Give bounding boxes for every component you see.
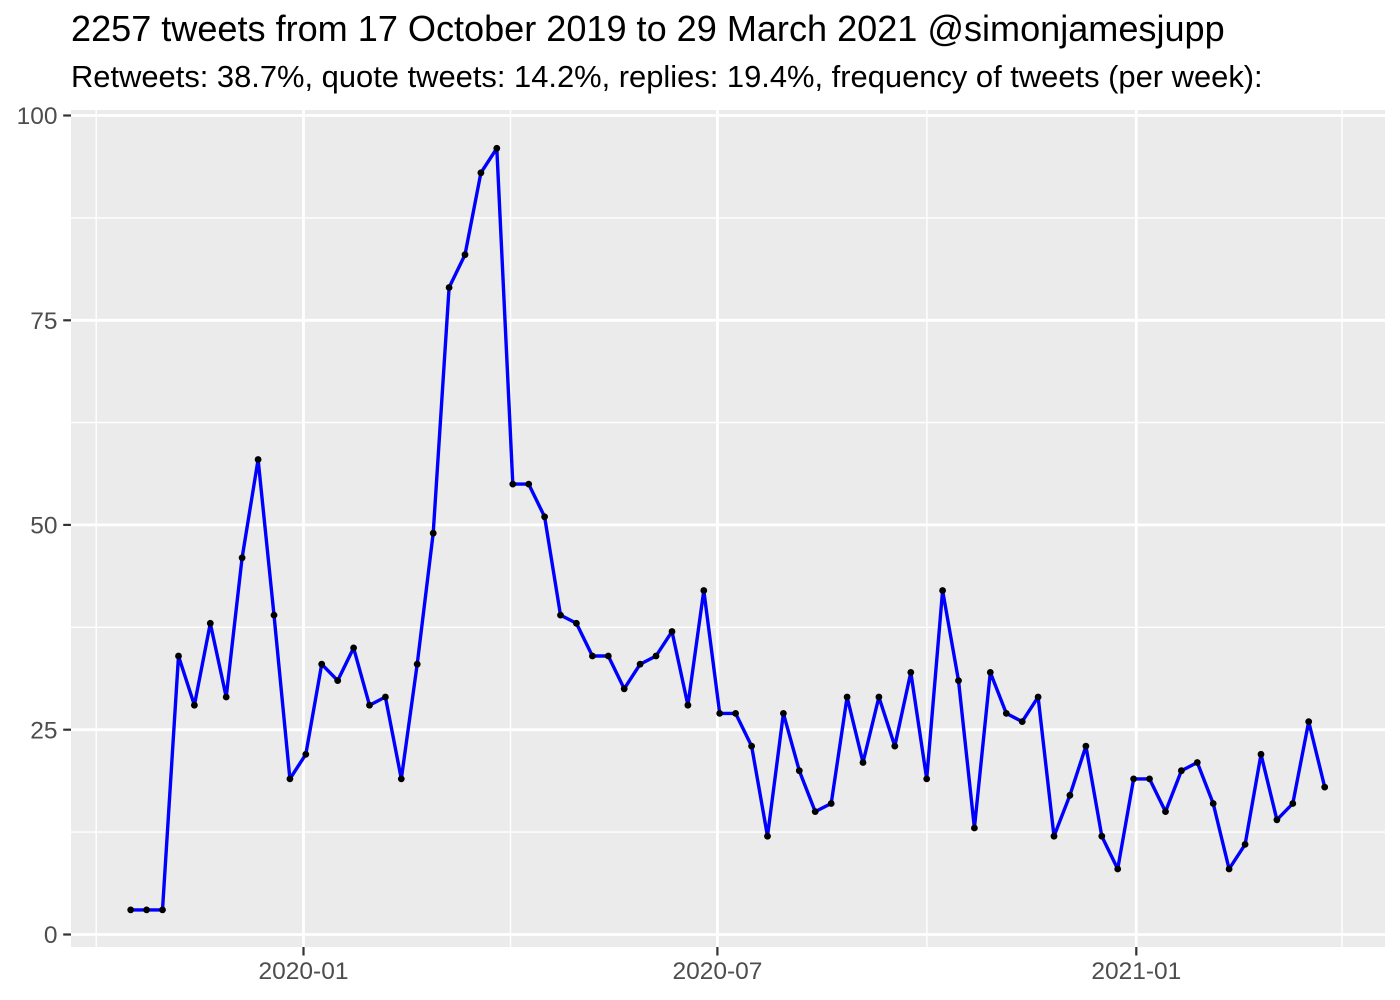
svg-text:2257 tweets from 17 October 20: 2257 tweets from 17 October 2019 to 29 M… [71, 8, 1225, 49]
svg-text:2020-07: 2020-07 [672, 958, 762, 985]
svg-text:75: 75 [30, 308, 57, 335]
svg-text:2021-01: 2021-01 [1091, 958, 1181, 985]
svg-text:50: 50 [30, 513, 57, 540]
svg-text:0: 0 [44, 922, 58, 949]
svg-text:2020-01: 2020-01 [259, 958, 349, 985]
svg-text:100: 100 [17, 103, 58, 130]
svg-text:25: 25 [30, 717, 57, 744]
svg-text:Retweets: 38.7%, quote tweets:: Retweets: 38.7%, quote tweets: 14.2%, re… [71, 59, 1263, 94]
